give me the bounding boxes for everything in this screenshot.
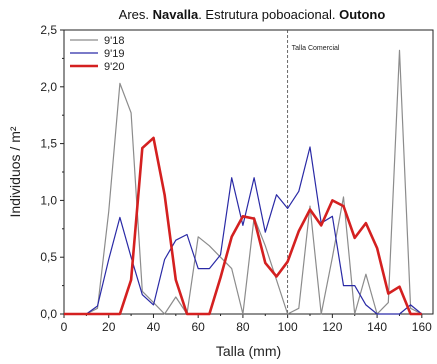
chart-title-species: Navalla: [153, 7, 199, 22]
x-axis: 0 20 40 60 80 100 120 140 160: [61, 314, 432, 334]
y-tick-label: 2,5: [40, 23, 57, 37]
series-layer: [64, 49, 423, 316]
chart-title-season: Outono: [339, 7, 385, 22]
series-line-3: [64, 136, 422, 316]
x-tick-label: 80: [236, 320, 250, 334]
chart-title-prefix: Ares.: [119, 7, 153, 22]
commercial-size-label: Talla Comercial: [292, 45, 340, 52]
series-line-1: [64, 49, 423, 315]
x-tick-label: 20: [102, 320, 116, 334]
x-tick-label: 60: [192, 320, 206, 334]
legend-label-3: 9'20: [104, 61, 124, 73]
x-tick-label: 100: [278, 320, 298, 334]
x-axis-label: Talla (mm): [216, 343, 281, 359]
y-tick-label: 0,0: [40, 307, 57, 321]
annotation-layer: Talla Comercial: [287, 30, 340, 314]
legend-label-2: 9'19: [104, 48, 124, 60]
chart-title-middle: . Estrutura poboacional.: [198, 7, 339, 22]
y-axis: 0,0 0,5 1,0 1,5 2,0 2,5: [40, 23, 64, 321]
legend: 9'189'199'20: [70, 35, 124, 73]
x-tick-label: 140: [367, 320, 387, 334]
x-tick-label: 0: [61, 320, 68, 334]
chart-title: Ares. Navalla. Estrutura poboacional. Ou…: [119, 7, 386, 22]
y-tick-label: 1,5: [40, 137, 57, 151]
series-line-2: [64, 146, 423, 315]
legend-label-1: 9'18: [104, 35, 124, 47]
y-axis-label: Individuos / m²: [7, 126, 23, 217]
x-tick-label: 40: [147, 320, 161, 334]
x-tick-label: 160: [412, 320, 432, 334]
y-tick-label: 1,0: [40, 193, 57, 207]
x-tick-label: 120: [322, 320, 342, 334]
y-tick-label: 0,5: [40, 250, 57, 264]
y-tick-label: 2,0: [40, 80, 57, 94]
